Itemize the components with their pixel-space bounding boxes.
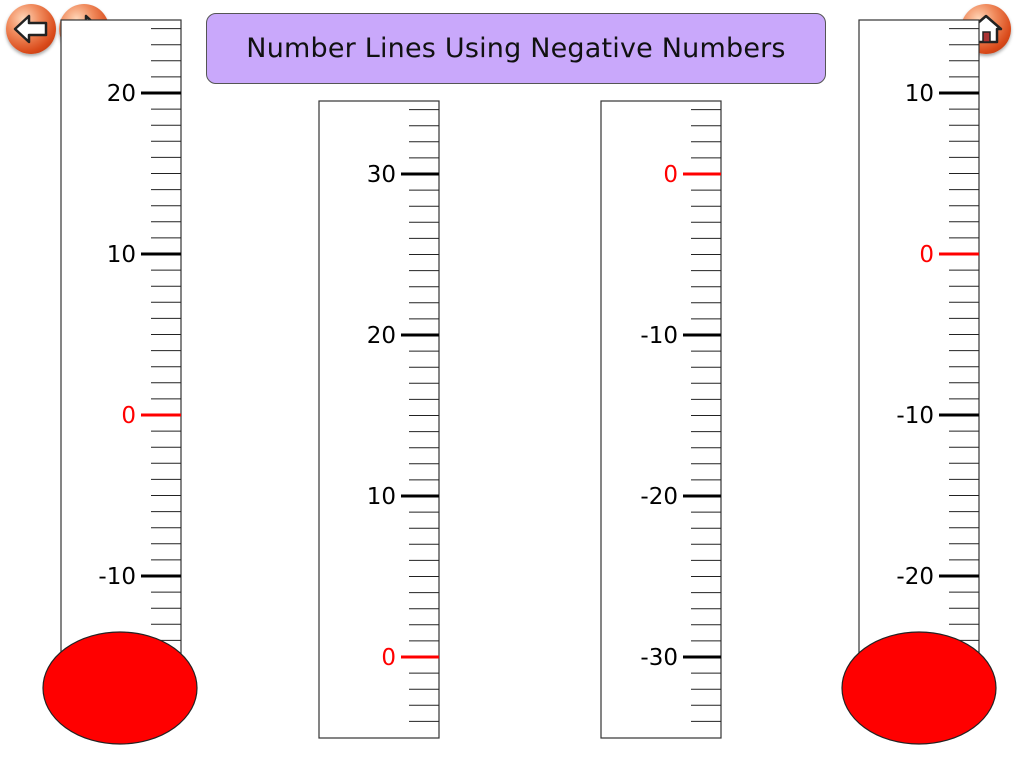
tick-label: 30	[367, 162, 396, 188]
back-arrow-icon	[13, 14, 48, 44]
tick-label: -10	[896, 403, 934, 429]
tick-label: 10	[905, 81, 934, 107]
tick-label: 0	[381, 645, 396, 671]
thermometer-bulb	[42, 631, 198, 745]
thermometer-tube	[600, 100, 722, 739]
thermometer-bulb	[841, 631, 997, 745]
title-box: Number Lines Using Negative Numbers	[206, 13, 826, 84]
thermometer-tube	[318, 100, 440, 739]
thermometer-tube	[60, 19, 182, 661]
tick-label: -30	[640, 645, 678, 671]
back-button[interactable]	[6, 4, 56, 54]
thermometer-3: 0 -10 -20 -30	[600, 100, 722, 739]
tick-label: -10	[98, 564, 136, 590]
tick-label: -10	[640, 323, 678, 349]
thermometer-1: 20 10 0 -10	[42, 19, 198, 745]
page-title: Number Lines Using Negative Numbers	[246, 33, 786, 64]
thermometer-4: 10 0 -10 -20	[841, 19, 997, 745]
tick-label: 20	[107, 81, 136, 107]
tick-label: 0	[663, 162, 678, 188]
tick-label: -20	[896, 564, 934, 590]
tick-label: 0	[919, 242, 934, 268]
tick-label: 0	[121, 403, 136, 429]
tick-label: 10	[107, 242, 136, 268]
tick-label: 20	[367, 323, 396, 349]
thermometer-2: 30 20 10 0	[318, 100, 440, 739]
tick-label: 10	[367, 484, 396, 510]
tick-label: -20	[640, 484, 678, 510]
thermometer-tube	[858, 19, 980, 661]
